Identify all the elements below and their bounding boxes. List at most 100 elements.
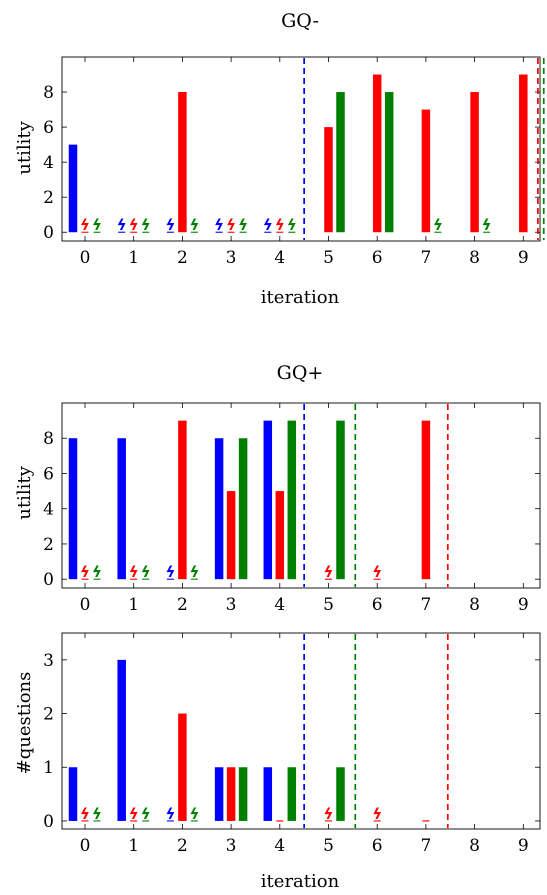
x-tick-label: 0 (80, 595, 91, 615)
x-axis-label: iteration (261, 287, 340, 308)
failure-lightning-icon: ϟ (117, 216, 127, 234)
x-tick-label: 1 (128, 248, 139, 268)
failure-lightning-icon: ϟ (324, 563, 334, 581)
bar-red (421, 109, 431, 233)
failure-lightning-icon: ϟ (165, 216, 175, 234)
chart-title: GQ+ (277, 362, 324, 384)
y-axis-label: #questions (14, 672, 35, 775)
failure-lightning-icon: ϟ (372, 563, 382, 581)
failure-lightning-icon: ϟ (287, 216, 297, 234)
y-tick-label: 2 (43, 705, 54, 725)
y-tick-label: 3 (43, 651, 54, 671)
y-axis-label: utility (14, 465, 35, 519)
x-tick-label: 4 (274, 595, 285, 615)
failure-lightning-icon: ϟ (165, 805, 175, 823)
x-tick-label: 3 (226, 595, 237, 615)
failure-lightning-icon: ϟ (372, 805, 382, 823)
bar-blue (68, 767, 78, 821)
failure-lightning-icon: ϟ (226, 216, 236, 234)
failure-lightning-icon: ϟ (263, 216, 273, 234)
x-tick-label: 6 (372, 248, 383, 268)
x-tick-label: 9 (518, 595, 529, 615)
plot-frame (61, 56, 541, 242)
x-tick-label: 4 (274, 836, 285, 856)
x-tick-label: 2 (177, 836, 188, 856)
x-tick-label: 2 (177, 248, 188, 268)
bar-green (287, 420, 297, 580)
bar-blue (263, 767, 273, 821)
x-tick-label: 8 (469, 248, 480, 268)
failure-lightning-icon: ϟ (482, 216, 492, 234)
bar-blue (214, 767, 224, 821)
bar-green (238, 438, 248, 580)
x-tick-label: 9 (518, 836, 529, 856)
y-tick-label: 0 (43, 812, 54, 832)
bar-red (519, 74, 528, 233)
x-tick-label: 7 (420, 836, 431, 856)
x-tick-label: 0 (80, 836, 91, 856)
bar-blue (263, 420, 273, 580)
x-tick-label: 3 (226, 248, 237, 268)
bar-blue (117, 659, 126, 821)
chart-title: GQ- (281, 10, 319, 32)
failure-lightning-icon: ϟ (80, 805, 90, 823)
x-tick-label: 4 (274, 248, 285, 268)
failure-lightning-icon: ϟ (80, 216, 90, 234)
failure-lightning-icon: ϟ (92, 805, 102, 823)
x-tick-label: 8 (469, 595, 480, 615)
failure-lightning-icon: ϟ (141, 216, 151, 234)
y-tick-label: 4 (43, 153, 54, 173)
bar-blue (117, 438, 126, 580)
x-tick-label: 0 (80, 248, 91, 268)
failure-lightning-icon: ϟ (92, 216, 102, 234)
bar-red (470, 92, 479, 233)
x-tick-label: 7 (420, 248, 431, 268)
x-tick-label: 7 (420, 595, 431, 615)
failure-lightning-icon: ϟ (129, 563, 139, 581)
bar-green (336, 767, 345, 821)
failure-lightning-icon: ϟ (129, 805, 139, 823)
plot-frame (61, 632, 541, 830)
bar-red (324, 127, 333, 233)
x-tick-label: 5 (323, 836, 334, 856)
bar-red (372, 74, 382, 233)
bar-green (384, 92, 394, 233)
x-tick-label: 8 (469, 836, 480, 856)
failure-lightning-icon: ϟ (141, 563, 151, 581)
failure-lightning-icon: ϟ (92, 563, 102, 581)
failure-lightning-icon: ϟ (129, 216, 139, 234)
bar-green (287, 767, 297, 821)
y-axis-label: utility (14, 120, 35, 174)
bar-red (226, 491, 236, 580)
x-tick-label: 5 (323, 248, 334, 268)
failure-lightning-icon: ϟ (141, 805, 151, 823)
bar-green (336, 420, 345, 580)
x-tick-label: 5 (323, 595, 334, 615)
x-tick-label: 9 (518, 248, 529, 268)
bar-red (178, 92, 187, 233)
failure-lightning-icon: ϟ (189, 216, 199, 234)
y-tick-label: 6 (43, 464, 54, 484)
y-tick-label: 2 (43, 188, 54, 208)
y-tick-label: 4 (43, 500, 54, 520)
y-tick-label: 2 (43, 535, 54, 555)
bar-green (336, 92, 345, 233)
x-tick-label: 2 (177, 595, 188, 615)
bar-blue (68, 144, 78, 233)
failure-lightning-icon: ϟ (275, 216, 285, 234)
failure-lightning-icon: ϟ (80, 563, 90, 581)
x-axis-label: iteration (261, 871, 340, 892)
y-tick-label: 8 (43, 83, 54, 103)
plot-frame (61, 402, 541, 589)
x-tick-label: 1 (128, 836, 139, 856)
x-tick-label: 6 (372, 836, 383, 856)
x-tick-label: 1 (128, 595, 139, 615)
y-tick-label: 8 (43, 429, 54, 449)
failure-lightning-icon: ϟ (324, 805, 334, 823)
x-tick-label: 6 (372, 595, 383, 615)
bar-red (178, 420, 187, 580)
